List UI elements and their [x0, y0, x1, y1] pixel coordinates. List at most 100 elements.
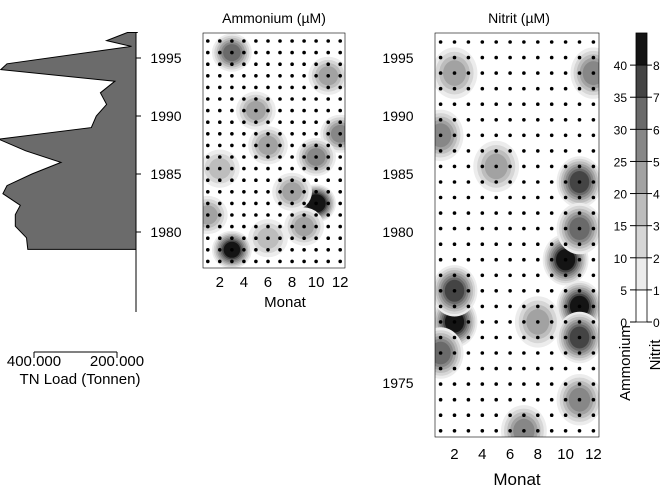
nitrit-sample-point	[494, 242, 499, 246]
nitrit-sample-point	[480, 55, 485, 60]
ammonium-sample-point	[242, 178, 246, 182]
nitrit-sample-point	[480, 335, 485, 340]
nitrit-sample-point	[480, 366, 485, 371]
nitrit-sample-point	[591, 289, 596, 293]
nitrit-sample-point	[508, 257, 512, 262]
ammonium-sample-point	[290, 236, 294, 240]
nitrit-sample-point	[438, 55, 443, 60]
ammonium-sample-point	[218, 213, 222, 217]
nitrit-sample-point	[452, 71, 457, 75]
nitrit-sample-point	[577, 149, 582, 153]
nitrit-sample-point	[452, 273, 457, 278]
nitrit-sample-point	[452, 86, 457, 91]
nitrit-sample-point	[563, 102, 568, 106]
nitrit-sample-point	[549, 195, 554, 200]
nitrit-sample-point	[549, 242, 554, 246]
ammonium-sample-point	[230, 201, 234, 206]
ammonium-sample-point	[302, 39, 306, 43]
ammonium-sample-point	[338, 166, 343, 171]
nitrit-sample-point	[438, 366, 443, 371]
nitrit-sample-point	[522, 149, 526, 153]
nitrit-sample-point	[494, 71, 499, 75]
colorbar-level-box	[635, 96, 648, 130]
nitrit-sample-point	[591, 242, 596, 246]
ammonium-sample-point	[254, 120, 258, 124]
nitrit-sample-point	[563, 366, 568, 371]
nitrit-sample-point	[522, 273, 526, 278]
nitrit-sample-point	[536, 118, 540, 122]
nitrit-sample-point	[522, 429, 526, 433]
ammonium-sample-point	[206, 120, 210, 124]
nitrit-sample-point	[522, 133, 526, 138]
nitrit-sample-point	[563, 149, 568, 153]
ammonium-contour-level	[330, 124, 345, 143]
ammonium-sample-point	[278, 50, 282, 55]
nitrit-sample-point	[577, 273, 582, 278]
nitrit-sample-point	[494, 429, 499, 433]
ammonium-sample-point	[314, 108, 318, 113]
nitrit-sample-point	[452, 164, 457, 169]
nitrit-sample-point	[466, 86, 471, 91]
ammonium-sample-point	[326, 39, 331, 43]
nitrit-sample-point	[577, 429, 582, 433]
ammonium-sample-point	[230, 166, 234, 171]
nitrit-sample-point	[591, 397, 596, 402]
nitrit-sample-point	[480, 86, 485, 91]
nitrit-sample-point	[452, 55, 457, 60]
ammonium-sample-point	[314, 190, 318, 194]
ammonium-sample-point	[290, 108, 294, 113]
nitrit-sample-point	[591, 257, 596, 262]
nitrit-sample-point	[466, 195, 471, 200]
nitrit-sample-point	[522, 211, 526, 215]
ammonium-sample-point	[242, 143, 246, 148]
nitrit-sample-point	[452, 40, 457, 44]
ammonium-sample-point	[266, 224, 270, 229]
ammonium-sample-point	[302, 248, 306, 252]
nitrit-x-ticks: 2 4 6 8 10 12	[450, 446, 601, 463]
colorbar-nitrit-tick-label: 3	[653, 220, 660, 234]
ammonium-sample-point	[338, 97, 343, 101]
ammonium-sample-point	[254, 213, 258, 217]
nitrit-sample-point	[563, 226, 568, 231]
ammonium-sample-point	[254, 39, 258, 43]
ammonium-sample-point	[278, 132, 282, 136]
colorbar-level-box	[635, 64, 648, 98]
nitrit-title: Nitrit (µM)	[488, 10, 550, 26]
ammonium-sample-point	[278, 224, 282, 229]
nitrit-sample-point	[480, 320, 485, 324]
nitrit-sample-point	[591, 226, 596, 231]
ammonium-sample-point	[206, 85, 210, 90]
nitrit-sample-point	[591, 413, 596, 418]
ammonium-sample-point	[278, 248, 282, 252]
tn-x-tick-label: 400.000	[7, 353, 61, 370]
nitrit-sample-point	[591, 71, 596, 75]
nitrit-sample-point	[522, 118, 526, 122]
ammonium-sample-point	[230, 39, 234, 43]
nitrit-sample-point	[536, 180, 540, 184]
ammonium-sample-point	[314, 155, 318, 159]
nitrit-sample-point	[536, 164, 540, 169]
nitrit-sample-point	[480, 304, 485, 309]
ammonium-sample-point	[242, 85, 246, 90]
ammonium-sample-point	[266, 236, 270, 240]
nitrit-sample-point	[577, 335, 582, 340]
nitrit-sample-point	[438, 382, 443, 386]
ammonium-sample-point	[242, 248, 246, 252]
ammonium-sample-point	[254, 50, 258, 55]
ammonium-sample-point	[338, 201, 343, 206]
ammonium-sample-point	[230, 190, 234, 194]
nitrit-sample-point	[577, 289, 582, 293]
nitrit-sample-point	[549, 211, 554, 215]
nitrit-sample-point	[508, 211, 512, 215]
ammonium-sample-point	[218, 62, 222, 66]
ammonium-sample-point	[242, 213, 246, 217]
nitrit-frame	[434, 32, 600, 438]
nitrit-sample-point	[563, 397, 568, 402]
ammonium-sample-point	[242, 108, 246, 113]
nitrit-contour-level	[513, 418, 535, 437]
nitrit-sample-point	[466, 320, 471, 324]
colorbar-nitrit-tick-label: 4	[653, 188, 660, 202]
ammonium-sample-point	[242, 259, 246, 264]
nitrit-sample-point	[480, 40, 485, 44]
nitrit-sample-point	[438, 257, 443, 262]
